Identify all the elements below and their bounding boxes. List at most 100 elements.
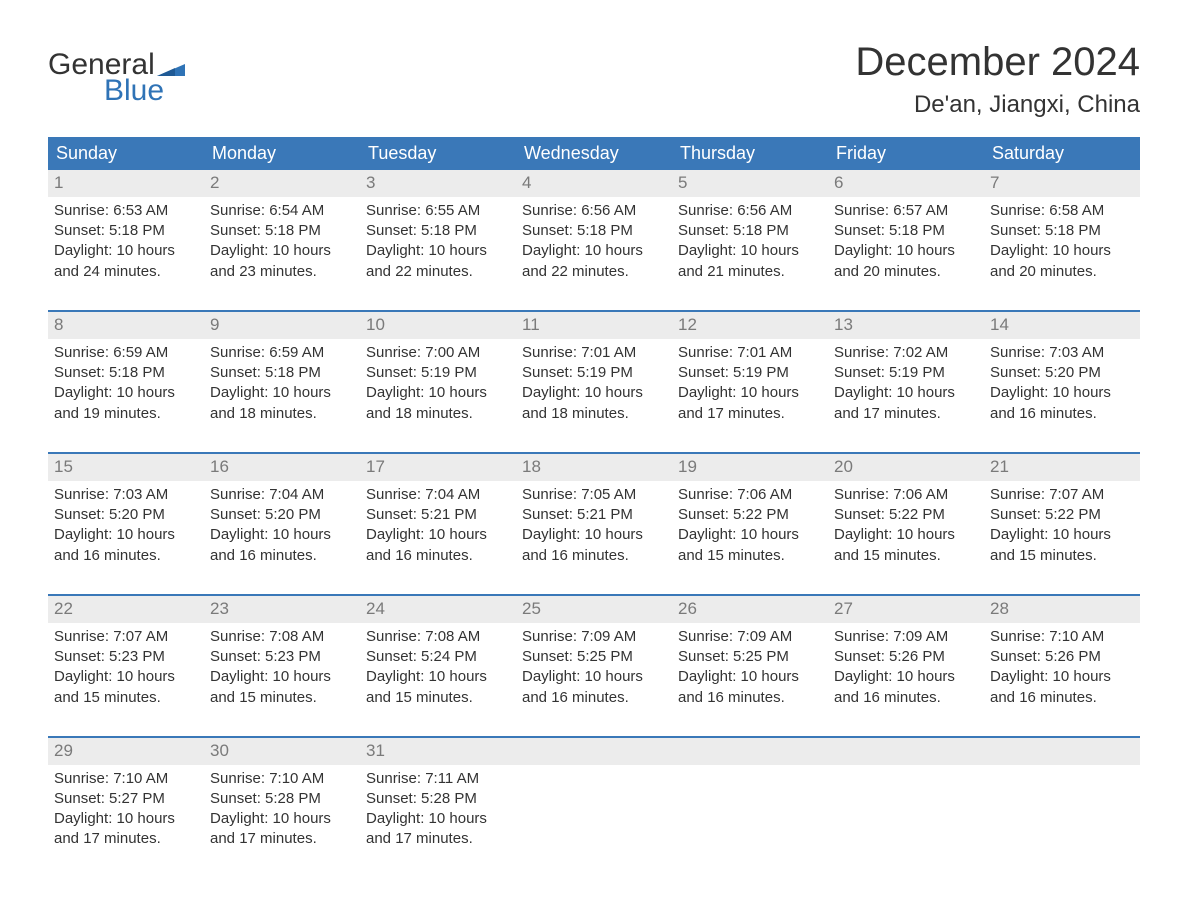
daylight-line-1: Daylight: 10 hours [834,383,978,403]
day-number: 2 [204,170,360,197]
day-details: Sunrise: 7:02 AMSunset: 5:19 PMDaylight:… [834,343,978,424]
daylight-line-1: Daylight: 10 hours [834,525,978,545]
calendar-day: 7Sunrise: 6:58 AMSunset: 5:18 PMDaylight… [984,170,1140,311]
sunset-line: Sunset: 5:18 PM [678,221,822,241]
day-number: 31 [360,738,516,765]
daylight-line-1: Daylight: 10 hours [990,525,1134,545]
day-number: 30 [204,738,360,765]
sunrise-line: Sunrise: 6:56 AM [522,201,666,221]
daylight-line-2: and 16 minutes. [54,546,198,566]
day-number: 14 [984,312,1140,339]
day-number: 6 [828,170,984,197]
col-saturday: Saturday [984,137,1140,170]
day-details: Sunrise: 7:10 AMSunset: 5:28 PMDaylight:… [210,769,354,850]
sunrise-line: Sunrise: 7:10 AM [990,627,1134,647]
calendar-day: 19Sunrise: 7:06 AMSunset: 5:22 PMDayligh… [672,453,828,595]
calendar-week: 15Sunrise: 7:03 AMSunset: 5:20 PMDayligh… [48,453,1140,595]
calendar-day: 26Sunrise: 7:09 AMSunset: 5:25 PMDayligh… [672,595,828,737]
calendar-table: Sunday Monday Tuesday Wednesday Thursday… [48,137,1140,878]
daylight-line-2: and 18 minutes. [366,404,510,424]
sunrise-line: Sunrise: 6:57 AM [834,201,978,221]
sunrise-line: Sunrise: 7:09 AM [834,627,978,647]
weekday-header-row: Sunday Monday Tuesday Wednesday Thursday… [48,137,1140,170]
sunset-line: Sunset: 5:19 PM [366,363,510,383]
daylight-line-2: and 16 minutes. [522,688,666,708]
calendar-day: 14Sunrise: 7:03 AMSunset: 5:20 PMDayligh… [984,311,1140,453]
title-block: December 2024 De'an, Jiangxi, China [855,40,1140,119]
day-details: Sunrise: 7:04 AMSunset: 5:21 PMDaylight:… [366,485,510,566]
daylight-line-2: and 24 minutes. [54,262,198,282]
calendar-week: 29 Sunrise: 7:10 AMSunset: 5:27 PMDayligh… [48,737,1140,878]
daylight-line-1: Daylight: 10 hours [522,667,666,687]
daylight-line-2: and 16 minutes. [678,688,822,708]
calendar-day [828,737,984,878]
daylight-line-2: and 21 minutes. [678,262,822,282]
sunset-line: Sunset: 5:18 PM [210,363,354,383]
daylight-line-1: Daylight: 10 hours [522,525,666,545]
daylight-line-1: Daylight: 10 hours [54,809,198,829]
sunset-line: Sunset: 5:26 PM [990,647,1134,667]
sunrise-line: Sunrise: 6:53 AM [54,201,198,221]
daylight-line-2: and 20 minutes. [834,262,978,282]
day-number: 21 [984,454,1140,481]
daylight-line-1: Daylight: 10 hours [990,383,1134,403]
daylight-line-2: and 16 minutes. [522,546,666,566]
col-wednesday: Wednesday [516,137,672,170]
calendar-day: 4Sunrise: 6:56 AMSunset: 5:18 PMDaylight… [516,170,672,311]
daylight-line-2: and 15 minutes. [366,688,510,708]
day-details: Sunrise: 7:04 AMSunset: 5:20 PMDaylight:… [210,485,354,566]
daylight-line-2: and 22 minutes. [522,262,666,282]
day-number: 4 [516,170,672,197]
calendar-day: 18Sunrise: 7:05 AMSunset: 5:21 PMDayligh… [516,453,672,595]
day-number: 29 [48,738,204,765]
sunrise-line: Sunrise: 7:04 AM [210,485,354,505]
calendar-week: 1Sunrise: 6:53 AMSunset: 5:18 PMDaylight… [48,170,1140,311]
day-details: Sunrise: 6:57 AMSunset: 5:18 PMDaylight:… [834,201,978,282]
sunset-line: Sunset: 5:18 PM [990,221,1134,241]
daylight-line-2: and 15 minutes. [54,688,198,708]
sunset-line: Sunset: 5:19 PM [678,363,822,383]
sunrise-line: Sunrise: 7:06 AM [834,485,978,505]
daylight-line-1: Daylight: 10 hours [54,241,198,261]
calendar-day: 9Sunrise: 6:59 AMSunset: 5:18 PMDaylight… [204,311,360,453]
sunrise-line: Sunrise: 7:10 AM [54,769,198,789]
day-number: 10 [360,312,516,339]
daylight-line-1: Daylight: 10 hours [678,525,822,545]
calendar-day: 2Sunrise: 6:54 AMSunset: 5:18 PMDaylight… [204,170,360,311]
daylight-line-2: and 23 minutes. [210,262,354,282]
daylight-line-2: and 15 minutes. [834,546,978,566]
day-number: 26 [672,596,828,623]
day-details: Sunrise: 7:00 AMSunset: 5:19 PMDaylight:… [366,343,510,424]
day-number: 12 [672,312,828,339]
sunset-line: Sunset: 5:22 PM [834,505,978,525]
col-sunday: Sunday [48,137,204,170]
daylight-line-2: and 17 minutes. [366,829,510,849]
day-number: 5 [672,170,828,197]
daylight-line-1: Daylight: 10 hours [210,667,354,687]
day-details: Sunrise: 6:58 AMSunset: 5:18 PMDaylight:… [990,201,1134,282]
calendar-day: 21Sunrise: 7:07 AMSunset: 5:22 PMDayligh… [984,453,1140,595]
calendar-week: 22Sunrise: 7:07 AMSunset: 5:23 PMDayligh… [48,595,1140,737]
sunrise-line: Sunrise: 7:06 AM [678,485,822,505]
daylight-line-2: and 22 minutes. [366,262,510,282]
daylight-line-1: Daylight: 10 hours [522,383,666,403]
day-number [828,738,984,765]
calendar-day: 28Sunrise: 7:10 AMSunset: 5:26 PMDayligh… [984,595,1140,737]
day-number: 9 [204,312,360,339]
sunrise-line: Sunrise: 7:07 AM [990,485,1134,505]
location-subtitle: De'an, Jiangxi, China [855,91,1140,119]
daylight-line-2: and 15 minutes. [210,688,354,708]
calendar-day: 16Sunrise: 7:04 AMSunset: 5:20 PMDayligh… [204,453,360,595]
sunrise-line: Sunrise: 7:09 AM [522,627,666,647]
col-friday: Friday [828,137,984,170]
sunset-line: Sunset: 5:25 PM [678,647,822,667]
sunrise-line: Sunrise: 7:08 AM [210,627,354,647]
sunset-line: Sunset: 5:28 PM [366,789,510,809]
daylight-line-2: and 17 minutes. [834,404,978,424]
day-details: Sunrise: 7:03 AMSunset: 5:20 PMDaylight:… [54,485,198,566]
daylight-line-1: Daylight: 10 hours [990,667,1134,687]
day-details: Sunrise: 7:10 AMSunset: 5:27 PMDaylight:… [54,769,198,850]
calendar-day: 8Sunrise: 6:59 AMSunset: 5:18 PMDaylight… [48,311,204,453]
sunset-line: Sunset: 5:20 PM [54,505,198,525]
sunset-line: Sunset: 5:18 PM [366,221,510,241]
